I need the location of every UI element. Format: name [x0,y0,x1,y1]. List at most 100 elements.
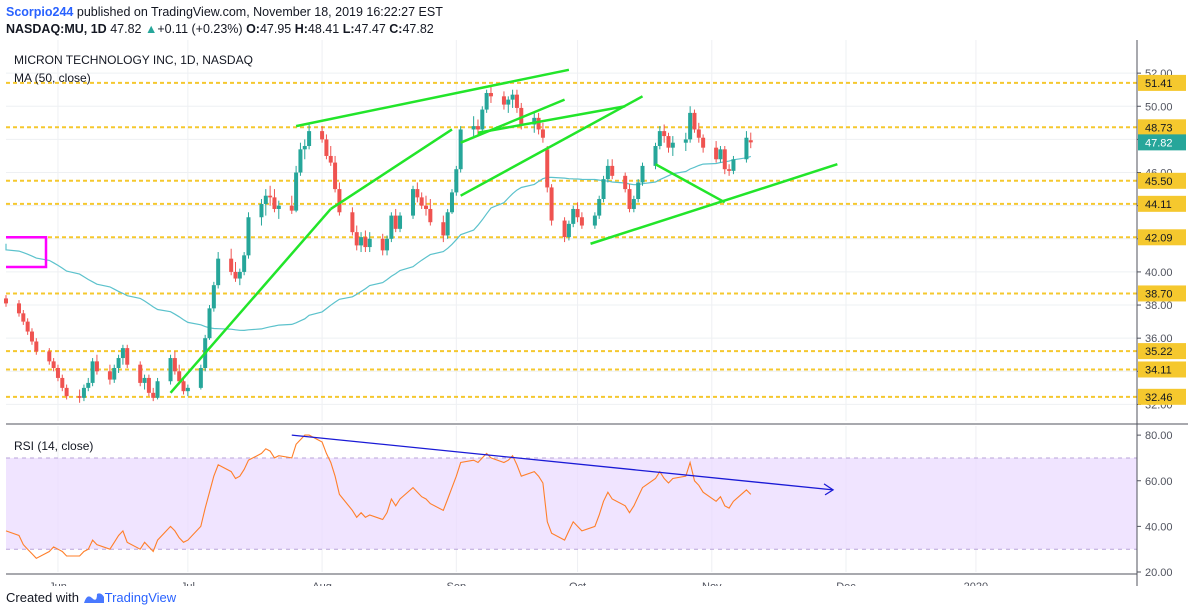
candle-body-108 [662,131,667,137]
candle-38 [237,268,242,286]
candle-110 [670,136,675,156]
candle-body-12 [81,387,86,398]
candle-body-65 [398,215,403,229]
rsi-tick-2: 60.00 [1145,476,1173,488]
candle-body-104 [636,182,641,200]
candle-body-53 [328,155,333,163]
candle-91 [562,217,567,243]
candle-16 [107,364,112,385]
candle-body-43 [268,195,273,198]
candle-30 [185,384,190,397]
candle-body-6 [47,351,52,362]
candle-body-99 [605,165,610,180]
candle-body-81 [501,96,506,105]
candle-body-105 [640,165,645,183]
candle-body-73 [449,192,454,213]
candle-body-63 [389,215,394,239]
tradingview-logo-icon [83,590,105,605]
candle-101 [623,172,628,193]
candle-42 [263,189,268,216]
candle-70 [428,199,433,226]
candle-body-36 [229,258,234,272]
candle-body-29 [181,381,186,392]
candle-64 [393,208,398,233]
candle-body-31 [198,367,203,388]
candle-22 [142,374,147,390]
candle-52 [324,134,329,160]
rsi-tick-3: 80.00 [1145,430,1173,442]
ma-indicator-label: MA (50, close) [14,71,91,85]
candle-body-61 [380,238,385,251]
candle-98 [601,175,606,203]
candle-body-45 [276,205,281,209]
candle-114 [696,122,701,143]
publish-line: Scorpio244 published on TradingView.com,… [6,5,443,19]
candle-27 [172,351,177,375]
tradingview-brand[interactable]: TradingView [104,590,177,605]
candle-108 [662,124,667,143]
candle-body-38 [237,271,242,279]
candle-71 [441,215,446,243]
candle-body-27 [172,358,177,372]
level-tag-bg-1 [1138,119,1186,136]
candle-body-11 [77,396,82,398]
candle-7 [51,358,56,372]
level-tag-5: 38.70 [1145,288,1173,300]
candle-117 [718,146,723,163]
candle-15 [94,354,99,375]
candle-4 [29,328,34,345]
candle-112 [688,106,693,143]
candle-body-107 [657,131,662,147]
candle-13 [86,377,91,392]
candle-body-80 [488,93,493,97]
candle-80 [488,86,493,103]
candle-body-62 [385,238,390,251]
rsi-pane [5,434,1137,559]
candle-109 [666,132,671,153]
candle-body-15 [94,361,99,372]
candle-119 [727,164,732,176]
candle-body-58 [359,237,364,246]
candle-body-60 [367,238,372,248]
highlight-box [6,236,48,269]
candle-39 [242,252,247,276]
candle-60 [367,232,372,253]
candle-115 [701,134,706,153]
rsi-tick-0: 20.00 [1145,567,1173,579]
trendline-2 [295,68,570,128]
candle-body-40 [246,217,251,256]
trendline-1 [330,128,453,211]
candle-94 [575,202,580,223]
candle-body-92 [566,223,571,238]
candle-61 [380,233,385,256]
candle-62 [385,235,390,256]
time-label-1: Jul [181,581,195,586]
candle-body-7 [51,361,56,368]
candle-body-93 [571,208,576,224]
price-gridlines [6,72,1137,405]
chart-area[interactable]: 32.0034.0036.0038.0040.0042.0044.0046.00… [0,40,1188,586]
author-name[interactable]: Scorpio244 [6,5,74,19]
candle-body-117 [718,149,723,160]
level-tag-bg-2 [1138,172,1186,189]
candle-36 [229,248,234,276]
candle-69 [424,195,429,216]
candle-56 [350,207,355,236]
candle-41 [259,199,264,226]
close-value: 47.82 [402,22,434,36]
candle-body-33 [207,308,212,339]
pane-labels: MICRON TECHNOLOGY INC, 1D, NASDAQ MA (50… [14,53,253,453]
candle-35 [216,252,221,289]
symbol-label: NASDAQ:MU, 1D [6,22,107,36]
candle-body-72 [445,212,450,236]
created-with-text: Created with [6,590,79,605]
rsi-line [5,434,752,559]
low-label: L: [342,22,355,36]
candle-body-20 [125,348,130,365]
candle-90 [549,184,554,226]
level-tag-bg-7 [1138,361,1186,378]
candle-body-16 [107,371,112,380]
candle-body-37 [233,271,238,279]
candle-19 [120,344,125,365]
candle-121 [744,131,749,163]
